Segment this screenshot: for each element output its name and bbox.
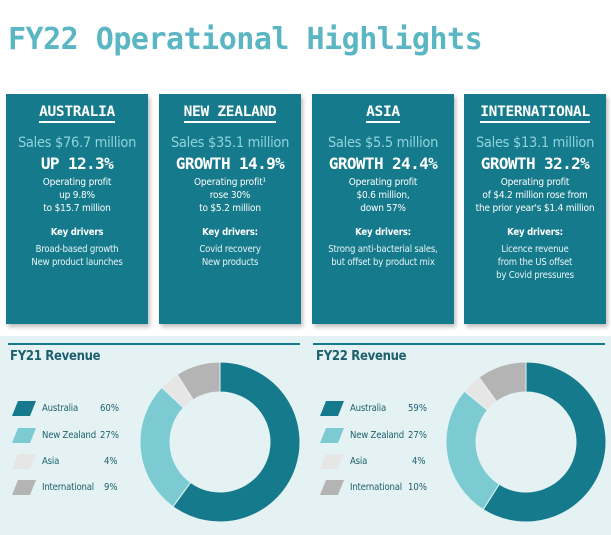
fy21-revenue-title: FY21 Revenue xyxy=(10,349,101,364)
region-operating-profit: Operating profit up 9.8% to $15.7 millio… xyxy=(42,177,112,214)
region-panel-international: INTERNATIONAL Sales $13.1 million GROWTH… xyxy=(464,94,606,324)
key-drivers-heading: Key drivers: xyxy=(202,227,258,238)
legend-swatch xyxy=(12,480,36,495)
region-panel-new-zealand: NEW ZEALAND Sales $35.1 million GROWTH 1… xyxy=(159,94,301,324)
legend-value: 60% xyxy=(100,403,119,414)
legend-swatch xyxy=(320,428,344,443)
region-name: INTERNATIONAL xyxy=(480,104,590,123)
divider-rule-fy22 xyxy=(313,343,605,345)
legend-value: 9% xyxy=(104,482,118,493)
region-growth: GROWTH 24.4% xyxy=(328,154,438,173)
legend-swatch xyxy=(12,428,36,443)
region-name: ASIA xyxy=(366,104,400,123)
legend-label: Asia xyxy=(42,456,60,467)
legend-swatch xyxy=(12,454,36,469)
legend-label: New Zealand xyxy=(350,430,404,441)
legend-value: 4% xyxy=(412,456,426,467)
region-sales: Sales $35.1 million xyxy=(170,135,290,151)
region-name: AUSTRALIA xyxy=(39,104,115,123)
region-operating-profit: Operating profit $0.6 million, down 57% xyxy=(348,177,418,214)
region-sales: Sales $5.5 million xyxy=(327,135,439,151)
legend-swatch xyxy=(320,480,344,495)
region-growth: GROWTH 32.2% xyxy=(480,154,590,173)
donut-slice-australia xyxy=(172,361,301,523)
region-growth: UP 12.3% xyxy=(40,154,114,173)
fy22-revenue-donut-chart xyxy=(445,361,607,523)
fy21-revenue-donut-chart xyxy=(139,361,301,523)
donut-slice-australia xyxy=(482,361,607,523)
legend-value: 10% xyxy=(408,482,427,493)
legend-item-international: International 9% xyxy=(12,480,122,498)
region-panel-asia: ASIA Sales $5.5 million GROWTH 24.4% Ope… xyxy=(312,94,454,324)
region-growth: GROWTH 14.9% xyxy=(175,154,285,173)
legend-item-asia: Asia 4% xyxy=(12,454,122,472)
legend-label: International xyxy=(350,482,402,493)
legend-value: 27% xyxy=(100,430,119,441)
region-sales: Sales $13.1 million xyxy=(475,135,595,151)
legend-swatch xyxy=(320,401,344,416)
legend-label: New Zealand xyxy=(42,430,96,441)
donut-slice-new-zealand xyxy=(445,390,500,511)
fy22-revenue-title: FY22 Revenue xyxy=(316,349,407,364)
legend-item-australia: Australia 59% xyxy=(320,401,430,419)
key-drivers-heading: Key drivers: xyxy=(507,227,563,238)
legend-value: 4% xyxy=(104,456,118,467)
divider-rule-fy21 xyxy=(8,343,300,345)
legend-swatch xyxy=(320,454,344,469)
region-operating-profit: Operating profit¹ rose 30% to $5.2 milli… xyxy=(194,177,266,214)
legend-label: Australia xyxy=(350,403,387,414)
key-drivers-text: Strong anti-bacterial sales, but offset … xyxy=(328,244,438,268)
legend-item-new-zealand: New Zealand 27% xyxy=(12,428,122,446)
key-drivers-heading: Key drivers: xyxy=(355,227,411,238)
region-sales: Sales $76.7 million xyxy=(17,135,137,151)
key-drivers-text: Licence revenue from the US offset by Co… xyxy=(496,244,574,281)
legend-item-australia: Australia 60% xyxy=(12,401,122,419)
legend-item-new-zealand: New Zealand 27% xyxy=(320,428,430,446)
legend-label: International xyxy=(42,482,94,493)
key-drivers-text: Covid recovery New products xyxy=(199,244,261,268)
donut-slice-international xyxy=(176,361,221,401)
legend-label: Australia xyxy=(42,403,79,414)
legend-label: Asia xyxy=(350,456,368,467)
legend-item-international: International 10% xyxy=(320,480,430,498)
region-name: NEW ZEALAND xyxy=(183,104,277,123)
key-drivers-heading: Key drivers xyxy=(50,227,104,238)
legend-value: 59% xyxy=(408,403,427,414)
legend-value: 27% xyxy=(408,430,427,441)
donut-slice-international xyxy=(478,361,527,403)
region-panel-australia: AUSTRALIA Sales $76.7 million UP 12.3% O… xyxy=(6,94,148,324)
key-drivers-text: Broad-based growth New product launches xyxy=(31,244,123,268)
page-title: FY22 Operational Highlights xyxy=(8,22,483,57)
legend-item-asia: Asia 4% xyxy=(320,454,430,472)
region-operating-profit: Operating profit of $4.2 million rose fr… xyxy=(475,177,595,214)
legend-swatch xyxy=(12,401,36,416)
